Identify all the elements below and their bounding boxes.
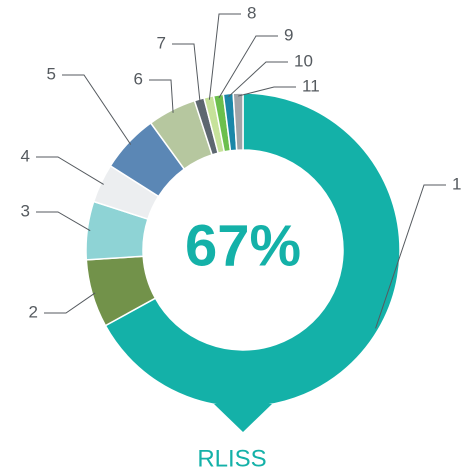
chart-title: RLISS	[197, 445, 266, 472]
leader-line	[149, 79, 174, 113]
leader-line	[172, 43, 201, 103]
donut-segment	[232, 92, 244, 151]
donut-segment	[104, 92, 401, 408]
segment-label: 6	[134, 69, 143, 88]
segment-label: 3	[21, 201, 30, 220]
segment-label: 2	[29, 302, 38, 321]
leader-line	[62, 74, 132, 145]
segment-label: 10	[294, 51, 313, 70]
leader-line	[238, 86, 296, 97]
segment-label: 9	[284, 25, 293, 44]
segment-label: 5	[47, 64, 56, 83]
leader-line	[218, 35, 278, 99]
center-label: 67%	[185, 213, 301, 278]
segment-label: 1	[452, 174, 461, 193]
leader-line	[44, 292, 96, 314]
pointer	[214, 404, 272, 432]
segment-label: 8	[247, 3, 256, 22]
segment-label: 11	[302, 76, 320, 95]
segment-label: 4	[21, 146, 30, 165]
leader-line	[228, 61, 288, 98]
leader-line	[36, 211, 91, 232]
leader-line	[375, 184, 446, 329]
segment-label: 7	[157, 33, 166, 52]
leader-line	[208, 13, 241, 100]
leader-line	[36, 156, 104, 185]
